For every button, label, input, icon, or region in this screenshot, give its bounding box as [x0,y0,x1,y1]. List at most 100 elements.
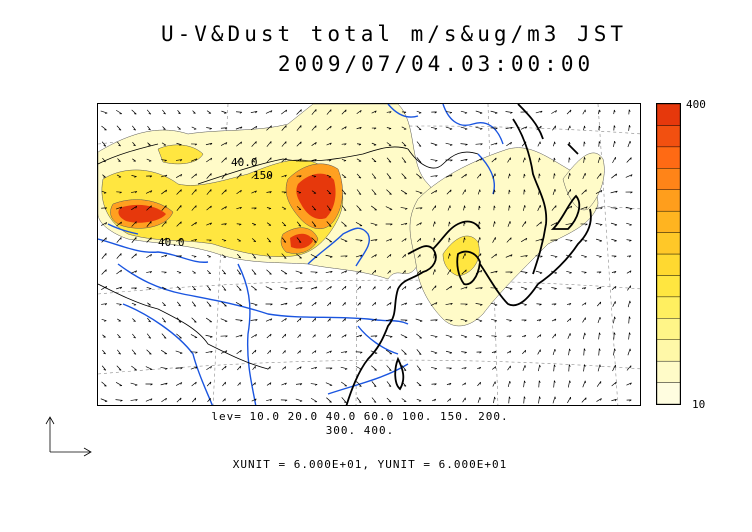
wind-arrow [536,303,542,306]
wind-arrow [311,221,317,227]
wind-arrow [235,334,243,338]
wind-arrow [147,125,151,131]
wind-arrow [222,398,226,402]
wind-arrow [445,159,453,162]
wind-arrow [626,270,632,274]
wind-arrow [356,381,362,387]
wind-arrow [220,335,228,338]
wind-arrow [566,317,572,323]
wind-arrow [567,125,571,131]
wind-arrow [626,222,632,226]
wind-arrow [102,174,106,178]
wind-arrow [326,205,332,211]
wind-arrow [101,125,107,131]
wind-arrow [566,302,572,306]
colorbar-segment [657,318,680,340]
wind-arrow [581,189,587,195]
wind-arrow [206,173,212,179]
wind-arrow [340,255,348,258]
wind-arrow [401,126,407,130]
wind-arrow [567,333,571,339]
wind-arrow [115,109,123,115]
wind-arrow [551,205,557,211]
wind-arrow [508,205,511,211]
wind-arrow [415,190,423,194]
wind-arrow [611,286,617,290]
wind-arrow [251,173,257,179]
wind-arrow [341,143,347,146]
wind-arrow [295,287,303,290]
wind-arrow [595,223,603,226]
wind-arrow [431,367,438,370]
wind-arrow [460,110,468,114]
wind-arrow [207,254,211,258]
wind-arrow [296,109,302,115]
wind-arrow [581,254,587,258]
wind-arrow [130,382,138,386]
wind-arrow [385,349,393,355]
wind-arrow [101,190,107,194]
wind-arrow [131,287,137,290]
wind-arrow [566,205,573,211]
wind-arrow [507,157,511,163]
wind-arrow [417,254,421,258]
wind-arrow [581,271,587,274]
wind-arrow [612,301,616,307]
wind-arrow [535,238,543,242]
wind-arrow [235,126,243,130]
wind-arrow [250,111,258,114]
wind-arrow [160,174,168,178]
wind-arrow [356,189,362,195]
wind-arrow [551,110,557,114]
wind-arrow [356,109,362,115]
wind-arrow [568,348,571,356]
wind-arrow [475,158,483,162]
wind-arrow [400,189,408,195]
wind-arrow [236,223,242,226]
wind-arrow [297,333,301,339]
reference-vector-icon [45,416,92,457]
wind-arrow [176,270,182,274]
wind-arrow [132,333,136,339]
colorbar [656,103,681,405]
wind-arrow [101,286,108,290]
wind-arrow [310,286,318,290]
wind-arrow [370,335,378,338]
wind-arrow [400,207,408,210]
wind-arrow [281,174,287,178]
wind-arrow [416,110,422,114]
wind-arrow [310,254,318,259]
wind-arrow [282,366,287,370]
wind-arrow [176,221,182,227]
wind-arrow [430,189,438,195]
wind-arrow [266,237,272,243]
wind-arrow [462,189,466,195]
wind-arrow [385,318,393,322]
wind-arrow [206,381,212,387]
wind-arrow [176,255,182,258]
wind-arrow [236,269,242,275]
wind-arrow [552,189,556,195]
wind-arrow [206,301,212,307]
wind-arrow [205,142,213,146]
wind-arrow [311,301,317,307]
wind-arrow [161,317,167,323]
wind-arrow [505,271,513,274]
wind-arrow [341,205,347,211]
wind-arrow [535,270,543,274]
wind-arrow [191,205,197,211]
wind-arrow [580,238,588,242]
wind-arrow [430,126,438,130]
wind-arrow [625,206,633,210]
wind-arrow [508,189,511,195]
wind-arrow [538,364,541,372]
wind-arrow [220,350,228,354]
wind-arrow [433,253,436,259]
wind-arrow [190,366,198,370]
wind-arrow [478,221,481,227]
wind-arrow [490,127,498,130]
wind-arrow [252,365,256,371]
wind-arrow [160,382,168,386]
wind-arrow [310,397,318,403]
wind-arrow [552,333,556,339]
